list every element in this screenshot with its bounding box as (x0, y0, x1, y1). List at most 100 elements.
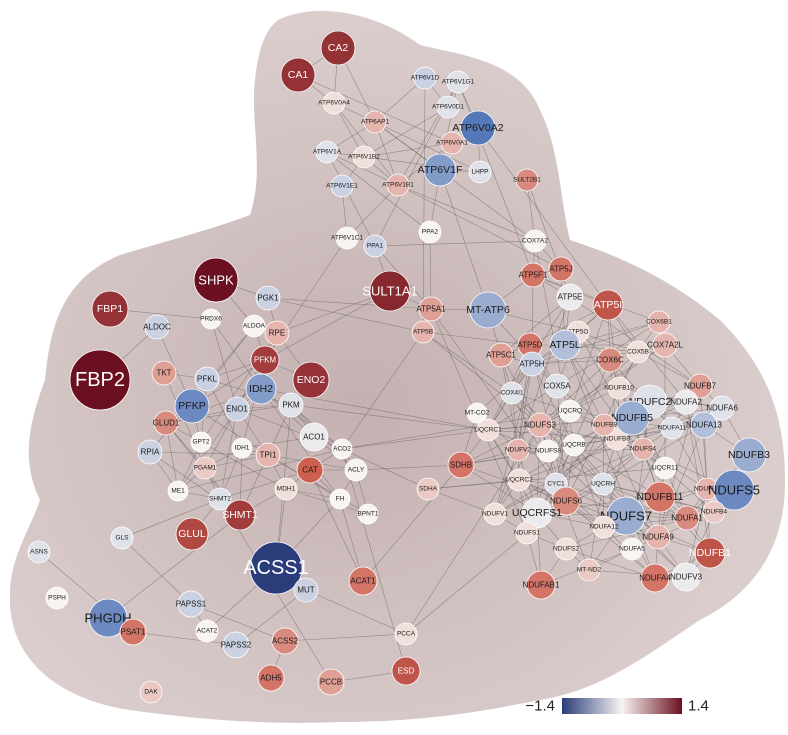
gene-node-circle (488, 342, 514, 368)
gene-node-pfkm: PFKM (250, 345, 280, 375)
edge (219, 469, 311, 500)
gene-node-circle (592, 515, 616, 539)
gene-node-mut: MUT (293, 577, 319, 603)
gene-node-circle (671, 562, 701, 592)
gene-node-circle (520, 262, 546, 288)
gene-node-circle (363, 234, 387, 258)
edge (333, 102, 399, 186)
gene-node-circle (45, 586, 69, 610)
gene-node-circle (344, 458, 368, 482)
gene-node-circle (278, 392, 304, 418)
gene-node-circle (423, 153, 457, 187)
edge (573, 444, 661, 498)
gene-node-circle (296, 456, 324, 484)
edge (326, 151, 431, 233)
gene-node-circle (527, 412, 553, 438)
gene-node-circle (280, 57, 316, 93)
edge (341, 429, 489, 450)
edge (210, 318, 238, 410)
edge (531, 321, 660, 365)
gene-node-circle (151, 360, 177, 386)
color-scale-legend: −1.4 1.4 (525, 698, 708, 715)
gene-node-circle (519, 351, 545, 377)
gene-node-circle (317, 668, 345, 696)
gene-node-circle (330, 174, 354, 198)
gene-node-circle (626, 340, 650, 364)
edge (309, 469, 364, 582)
gene-node-ca1: CA1 (280, 57, 316, 93)
edge (397, 184, 536, 242)
gene-node-circle (506, 438, 530, 462)
gene-node-circle (690, 411, 718, 439)
edge (285, 488, 369, 515)
edge (685, 401, 708, 490)
gene-node-psat1: PSAT1 (119, 618, 147, 646)
edge (374, 240, 536, 247)
gene-node-asns: ASNS (27, 540, 51, 564)
gene-node-aco1: ACO1 (299, 422, 329, 452)
gene-node-aco2: ACO2 (331, 438, 353, 460)
gene-node-circle (460, 110, 496, 146)
gene-node-acss2: ACSS2 (271, 627, 299, 655)
color-scale-max-label: 1.4 (688, 698, 709, 715)
edge (517, 363, 533, 451)
gene-node-circle (483, 502, 507, 526)
edge (284, 633, 407, 642)
edge (565, 548, 656, 579)
gene-node-circle (222, 631, 250, 659)
gene-node-circle (194, 366, 220, 392)
gene-node-tkt: TKT (151, 360, 177, 386)
gene-node-circle (440, 131, 464, 155)
edge (569, 351, 639, 412)
gene-node-circle (418, 296, 444, 322)
gene-node-circle (255, 442, 281, 468)
gene-node-circle (468, 160, 492, 184)
gene-node-circle (320, 30, 356, 66)
edge (555, 448, 644, 485)
gene-node-circle (177, 590, 205, 618)
edge (107, 514, 241, 619)
gene-node-circle (153, 410, 179, 436)
edge (260, 388, 343, 450)
edge (206, 378, 243, 449)
gene-node-circle (592, 289, 624, 321)
gene-node-atp5l: ATP5L (549, 329, 581, 361)
gene-node-circle (363, 110, 387, 134)
edge (588, 569, 687, 578)
edge (642, 448, 715, 513)
gene-node-gpt2: GPT2 (190, 431, 212, 453)
edge (355, 464, 462, 471)
gene-node-circle (418, 220, 442, 244)
edge (518, 427, 673, 481)
gene-node-circle (644, 481, 676, 513)
gene-node-cox5b: COX5B (626, 340, 650, 364)
gene-node-circle (631, 437, 655, 461)
edge (305, 589, 407, 635)
edge (671, 427, 708, 490)
gene-node-circle (292, 361, 330, 399)
gene-node-circle (195, 619, 219, 643)
gene-node-circle (167, 480, 189, 502)
gene-node-circle (653, 456, 677, 480)
edge (500, 296, 571, 356)
gene-node-eno2: ENO2 (292, 361, 330, 399)
gene-node-circle (271, 627, 299, 655)
edge (422, 77, 426, 333)
gene-node-sdhb: SDHB (447, 451, 475, 479)
gene-node-circle (577, 558, 601, 582)
edge (200, 441, 287, 490)
gene-node-circle (250, 345, 280, 375)
gene-node-circle (536, 439, 560, 463)
edge (487, 429, 618, 440)
edge (422, 331, 531, 346)
edge (341, 448, 429, 490)
gene-node-circle (69, 349, 131, 411)
gene-node-circle (614, 400, 650, 436)
gene-node-circle (515, 168, 539, 192)
edge (631, 511, 715, 550)
gene-node-glul: GLUL (175, 517, 209, 551)
gene-node-circle (139, 680, 163, 704)
gene-node-uqcrb: UQCRB (562, 433, 586, 457)
edge (267, 454, 369, 515)
edge (539, 359, 611, 426)
